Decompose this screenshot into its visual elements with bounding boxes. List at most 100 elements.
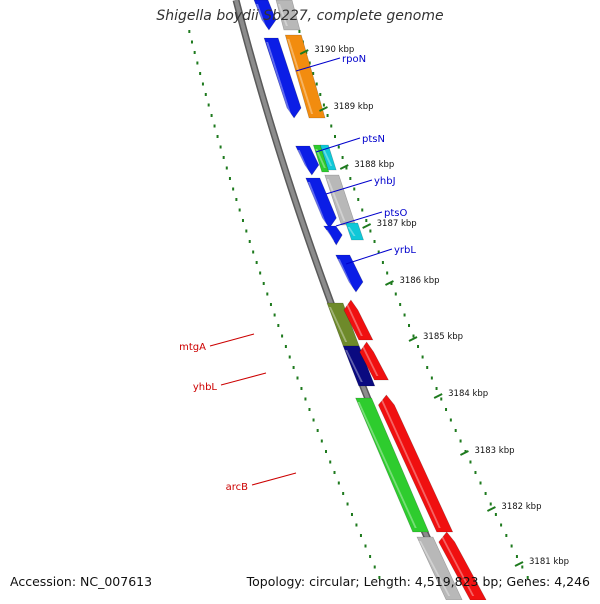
rail-dot xyxy=(312,72,315,75)
tick-label: 3190 kbp xyxy=(314,45,354,55)
rail-dot xyxy=(266,292,269,296)
rail-dot xyxy=(515,555,518,558)
rail-dot xyxy=(349,177,352,180)
kbp-tick: 3186 kbp xyxy=(385,276,440,286)
rail-dot xyxy=(469,460,472,464)
rail-dot xyxy=(210,114,213,117)
red-gene-block-shine xyxy=(345,304,363,336)
rail-dot xyxy=(288,355,291,359)
rail-dot xyxy=(364,544,367,548)
tick-mark xyxy=(433,393,443,399)
genome-title: Shigella boydii Sb227, complete genome xyxy=(156,8,444,24)
rail-dot xyxy=(373,565,376,569)
kbp-tick: 3188 kbp xyxy=(339,160,394,170)
gene-labels: rpoN ptsN yhbJ ptsO yrbL mtgA yhbL arcB xyxy=(179,54,416,493)
rail-dot xyxy=(248,240,251,243)
rail-dot xyxy=(190,40,193,44)
gene-label-mtgA: mtgA xyxy=(179,333,255,353)
rail-dot xyxy=(228,177,231,180)
tick-mark xyxy=(514,561,524,567)
rail-dot xyxy=(479,481,482,485)
rail-dot xyxy=(292,366,295,369)
rail-dot xyxy=(505,534,508,537)
mtgA-block xyxy=(326,302,360,347)
rail-dot xyxy=(365,219,368,222)
rail-dot xyxy=(213,124,216,128)
leader-line xyxy=(325,179,373,195)
gene-label-yhbL: yhbL xyxy=(193,372,267,393)
gene-name: arcB xyxy=(226,482,249,493)
tick-mark xyxy=(339,164,349,170)
rail-dot xyxy=(255,261,258,264)
ptsO-block-shine xyxy=(347,227,356,236)
rail-dot xyxy=(341,156,344,159)
rpoN-block-shine xyxy=(287,39,314,114)
kbp-tick: 3189 kbp xyxy=(319,102,374,112)
yhbL-block xyxy=(342,345,376,387)
tick-mark xyxy=(486,506,496,512)
kbp-tick: 3183 kbp xyxy=(459,446,515,456)
rail-dot xyxy=(510,544,513,548)
rail-dot xyxy=(345,166,348,170)
rail-dot xyxy=(440,397,443,401)
tick-label: 3181 kbp xyxy=(529,557,569,567)
rail-dot xyxy=(277,324,280,327)
blue-gene-top-shine xyxy=(256,4,266,26)
rail-dot xyxy=(300,387,303,390)
rail-dot xyxy=(373,240,376,243)
arcB-block xyxy=(355,397,430,533)
blue-gene-block-shine xyxy=(266,42,292,114)
rail-dot xyxy=(316,429,319,432)
gene-name: yrbL xyxy=(394,245,416,256)
rail-dot xyxy=(399,303,402,306)
yhbL-block-shine xyxy=(345,350,363,382)
rail-dot xyxy=(359,534,362,537)
gene-label-ptsN: ptsN xyxy=(315,134,385,153)
kbp-tick: 3181 kbp xyxy=(514,557,569,567)
rail-dot xyxy=(330,124,333,128)
rail-dot xyxy=(361,208,364,212)
rail-dot xyxy=(201,82,204,86)
rail-dot xyxy=(312,418,315,422)
tick-mark xyxy=(385,280,394,286)
arcB-block-shine xyxy=(357,402,417,528)
rail-dot xyxy=(241,219,244,222)
rail-dot xyxy=(252,250,255,254)
yrbL-block xyxy=(335,254,364,293)
rail-dot xyxy=(319,93,322,96)
rail-dot xyxy=(377,250,380,254)
red-gene-block xyxy=(343,299,374,341)
rail-dot xyxy=(521,565,524,569)
rail-dot xyxy=(474,471,477,474)
tick-label: 3186 kbp xyxy=(399,276,439,286)
blue-gene-small xyxy=(323,225,343,246)
rail-dot xyxy=(259,271,262,275)
gene-name: ptsO xyxy=(384,208,407,219)
gene-label-rpoN: rpoN xyxy=(295,54,366,72)
accession-text: Accession: NC_007613 xyxy=(10,574,153,589)
blue-gene-block-2-shine xyxy=(297,150,309,171)
kbp-tick: 3185 kbp xyxy=(408,332,463,342)
blue-gene-small-shine xyxy=(325,230,335,241)
tick-label: 3183 kbp xyxy=(474,446,514,456)
rail-dot xyxy=(304,397,307,401)
backbone-edge xyxy=(232,0,460,602)
rail-dot xyxy=(426,366,429,369)
rail-dot xyxy=(216,135,219,138)
rail-dot xyxy=(308,408,311,411)
tick-label: 3189 kbp xyxy=(333,102,373,112)
rail-dot xyxy=(412,334,415,338)
rail-dot xyxy=(207,103,210,107)
rail-dot xyxy=(408,324,411,327)
ptsO-block xyxy=(345,222,364,241)
gene-name: rpoN xyxy=(342,54,366,65)
rail-dot xyxy=(386,271,389,275)
rail-dot xyxy=(430,376,433,380)
gray-block-bottom-shine xyxy=(418,541,451,596)
inner-dot-rail xyxy=(188,30,381,579)
blue-gene-block-2 xyxy=(295,145,320,176)
rail-dot xyxy=(435,387,438,390)
rail-dot xyxy=(245,229,248,233)
rail-dot xyxy=(346,502,349,506)
genome-backbone xyxy=(232,0,460,602)
